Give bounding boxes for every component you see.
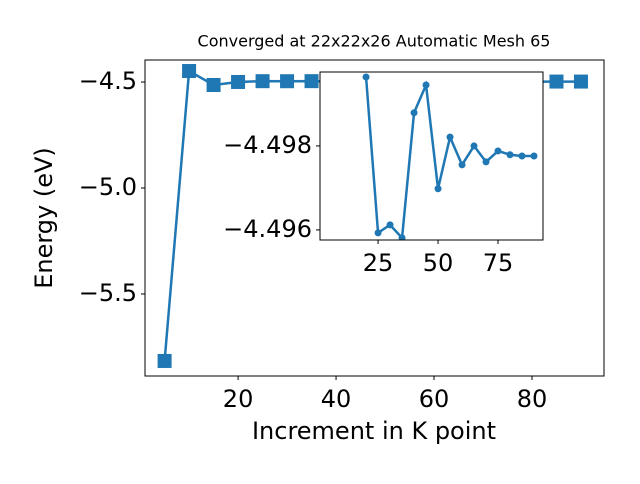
y-tick-label: −5.5 (79, 279, 137, 307)
x-tick-label: 75 (483, 249, 514, 277)
x-axis-label: Increment in K point (252, 417, 496, 445)
y-tick-label: −4.498 (223, 131, 312, 159)
y-tick-label: −5.0 (79, 173, 137, 201)
marker (458, 161, 466, 169)
marker (573, 74, 588, 89)
marker (362, 73, 370, 81)
axes-frame (319, 71, 544, 241)
marker (422, 81, 430, 89)
marker (182, 64, 197, 79)
marker (482, 158, 490, 166)
x-tick-label: 60 (419, 385, 450, 413)
marker (434, 185, 442, 193)
marker (206, 78, 221, 93)
marker (157, 353, 172, 368)
x-tick-label: 20 (223, 385, 254, 413)
marker (549, 74, 564, 89)
x-tick-label: 80 (517, 385, 548, 413)
x-tick-label: 50 (423, 249, 454, 277)
marker (530, 152, 538, 160)
marker (506, 151, 514, 159)
chart-title: Converged at 22x22x26 Automatic Mesh 65 (198, 32, 551, 51)
marker (446, 133, 454, 141)
x-tick-label: 25 (363, 249, 394, 277)
axes-frame (144, 59, 605, 377)
marker (255, 74, 270, 89)
marker (470, 142, 478, 150)
marker (518, 152, 526, 160)
x-tick-label: 40 (321, 385, 352, 413)
plot-area (320, 72, 543, 240)
marker (398, 234, 406, 240)
y-tick-label: −4.5 (79, 67, 137, 95)
marker (386, 221, 394, 229)
marker (410, 109, 418, 117)
y-axis-label: Energy (eV) (30, 147, 58, 289)
marker (280, 74, 295, 89)
marker (494, 147, 502, 155)
marker (231, 74, 246, 89)
marker (304, 74, 319, 89)
marker (374, 229, 382, 237)
y-tick-label: −4.496 (223, 215, 312, 243)
